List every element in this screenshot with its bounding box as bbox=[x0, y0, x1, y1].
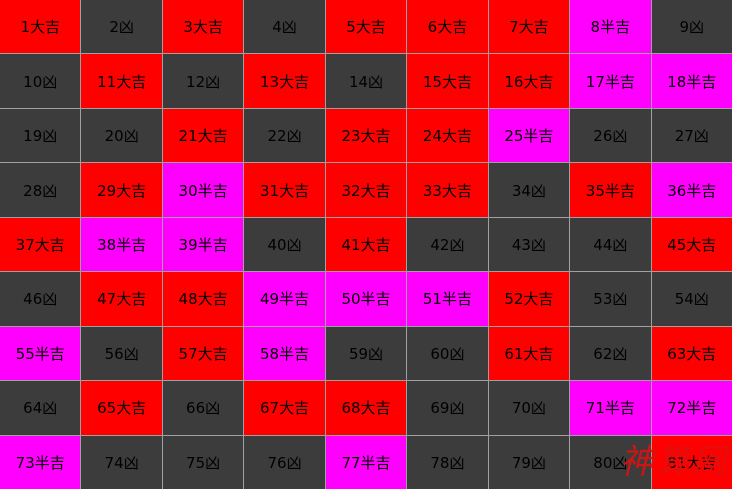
cell: 13大吉 bbox=[244, 54, 325, 108]
cell: 51半吉 bbox=[407, 272, 488, 326]
cell: 5大吉 bbox=[325, 0, 407, 54]
cell: 27凶 bbox=[651, 108, 732, 163]
cell: 47大吉 bbox=[81, 272, 162, 326]
cell: 43凶 bbox=[488, 217, 570, 272]
cell: 69凶 bbox=[407, 381, 488, 435]
cell: 4凶 bbox=[244, 0, 325, 54]
cell: 29大吉 bbox=[81, 163, 162, 217]
cell: 50半吉 bbox=[325, 272, 407, 326]
cell: 30半吉 bbox=[162, 163, 244, 217]
cell: 80凶 bbox=[570, 435, 651, 489]
cell: 1大吉 bbox=[0, 0, 81, 54]
cell: 3大吉 bbox=[162, 0, 244, 54]
cell: 19凶 bbox=[0, 108, 81, 163]
cell: 20凶 bbox=[81, 108, 162, 163]
cell: 49半吉 bbox=[244, 272, 325, 326]
cell: 38半吉 bbox=[81, 217, 162, 272]
cell: 16大吉 bbox=[488, 54, 570, 108]
watermark: 神算网 bbox=[620, 442, 728, 482]
cell: 14凶 bbox=[325, 54, 407, 108]
cell: 63大吉 bbox=[651, 326, 732, 381]
cell: 52大吉 bbox=[488, 272, 570, 326]
cell: 40凶 bbox=[244, 217, 325, 272]
cell: 79凶 bbox=[488, 435, 570, 489]
cell: 21大吉 bbox=[162, 108, 244, 163]
cell: 56凶 bbox=[81, 326, 162, 381]
cell: 48大吉 bbox=[162, 272, 244, 326]
cell: 34凶 bbox=[488, 163, 570, 217]
cell: 2凶 bbox=[81, 0, 162, 54]
cell: 41大吉 bbox=[325, 217, 407, 272]
cell: 55半吉 bbox=[0, 326, 81, 381]
cell: 58半吉 bbox=[244, 326, 325, 381]
cell: 18半吉 bbox=[651, 54, 732, 108]
cell: 8半吉 bbox=[570, 0, 651, 54]
cell: 7大吉 bbox=[488, 0, 570, 54]
cell: 44凶 bbox=[570, 217, 651, 272]
cell: 35半吉 bbox=[570, 163, 651, 217]
cell: 70凶 bbox=[488, 381, 570, 435]
cell: 68大吉 bbox=[325, 381, 407, 435]
cell: 28凶 bbox=[0, 163, 81, 217]
cell: 57大吉 bbox=[162, 326, 244, 381]
cell: 23大吉 bbox=[325, 108, 407, 163]
cell: 60凶 bbox=[407, 326, 488, 381]
cell: 62凶 bbox=[570, 326, 651, 381]
cell: 72半吉 bbox=[651, 381, 732, 435]
cell: 11大吉 bbox=[81, 54, 162, 108]
cell: 78凶 bbox=[407, 435, 488, 489]
cell: 67大吉 bbox=[244, 381, 325, 435]
cell: 24大吉 bbox=[407, 108, 488, 163]
cell: 71半吉 bbox=[570, 381, 651, 435]
cell: 32大吉 bbox=[325, 163, 407, 217]
cell: 66凶 bbox=[162, 381, 244, 435]
cell: 77半吉 bbox=[325, 435, 407, 489]
cell: 73半吉 bbox=[0, 435, 81, 489]
cell: 10凶 bbox=[0, 54, 81, 108]
cell: 39半吉 bbox=[162, 217, 244, 272]
cell: 17半吉 bbox=[570, 54, 651, 108]
cell: 59凶 bbox=[325, 326, 407, 381]
cell: 75凶 bbox=[162, 435, 244, 489]
cell: 22凶 bbox=[244, 108, 325, 163]
cell: 65大吉 bbox=[81, 381, 162, 435]
cell: 15大吉 bbox=[407, 54, 488, 108]
cell: 81大吉 bbox=[651, 435, 732, 489]
cell: 37大吉 bbox=[0, 217, 81, 272]
cell: 9凶 bbox=[651, 0, 732, 54]
cell: 46凶 bbox=[0, 272, 81, 326]
cell: 33大吉 bbox=[407, 163, 488, 217]
cell: 64凶 bbox=[0, 381, 81, 435]
cell: 74凶 bbox=[81, 435, 162, 489]
cell: 36半吉 bbox=[651, 163, 732, 217]
cell: 26凶 bbox=[570, 108, 651, 163]
cell: 31大吉 bbox=[244, 163, 325, 217]
cell: 76凶 bbox=[244, 435, 325, 489]
cell: 54凶 bbox=[651, 272, 732, 326]
cell: 12凶 bbox=[162, 54, 244, 108]
cell: 25半吉 bbox=[488, 108, 570, 163]
cell: 6大吉 bbox=[407, 0, 488, 54]
cell: 53凶 bbox=[570, 272, 651, 326]
cell: 42凶 bbox=[407, 217, 488, 272]
cell: 61大吉 bbox=[488, 326, 570, 381]
cell: 45大吉 bbox=[651, 217, 732, 272]
